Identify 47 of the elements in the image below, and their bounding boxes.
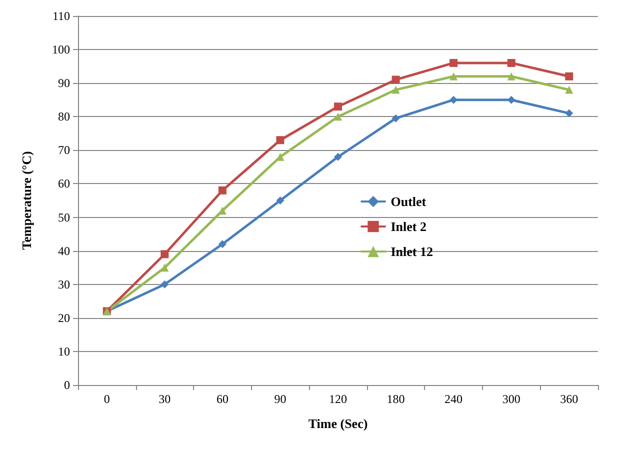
y-tick-label: 0 [64,378,70,392]
y-tick-label: 50 [58,210,70,224]
point [160,280,169,288]
y-tick-label: 30 [58,277,70,292]
y-tick-label: 20 [58,310,70,325]
x-tick-label: 0 [104,392,110,406]
x-tick-label: 300 [502,392,520,406]
x-tick-label: 120 [329,392,347,406]
point [392,76,400,84]
x-axis-title: Time (Sec) [308,416,368,431]
x-tick-label: 30 [158,392,171,406]
point [507,72,516,80]
x-tick-label: 360 [560,392,578,406]
point [334,112,342,121]
y-tick-label: 90 [58,76,70,90]
x-tick-label: 90 [274,392,286,406]
x-tick-label: 60 [216,392,228,406]
y-tick-label: 80 [58,110,70,124]
point [160,250,169,258]
point [507,58,516,67]
point [276,136,284,144]
point [565,109,574,118]
point [450,58,458,67]
y-tick-label: 110 [52,9,70,23]
point [450,72,458,80]
point [276,196,284,204]
point [565,86,574,94]
legend-label: Inlet 2 [390,219,426,234]
point [507,96,516,104]
point [392,86,400,94]
legend-label: Inlet 12 [390,244,433,259]
x-tick-label: 180 [386,392,405,406]
x-tick-label: 240 [444,392,463,406]
y-tick-label: 100 [52,42,70,57]
y-tick-label: 40 [58,244,70,258]
y-axis-title: Temperature (°C) [19,151,34,250]
point [392,114,400,122]
y-tick-label: 10 [58,344,70,358]
point [160,264,169,272]
point [334,152,342,161]
legend-label: Outlet [390,194,427,209]
point [218,240,226,248]
point [334,102,342,111]
y-tick-label: 70 [58,143,70,158]
point [565,72,574,80]
point [218,186,226,194]
y-tick-label: 60 [58,176,70,191]
